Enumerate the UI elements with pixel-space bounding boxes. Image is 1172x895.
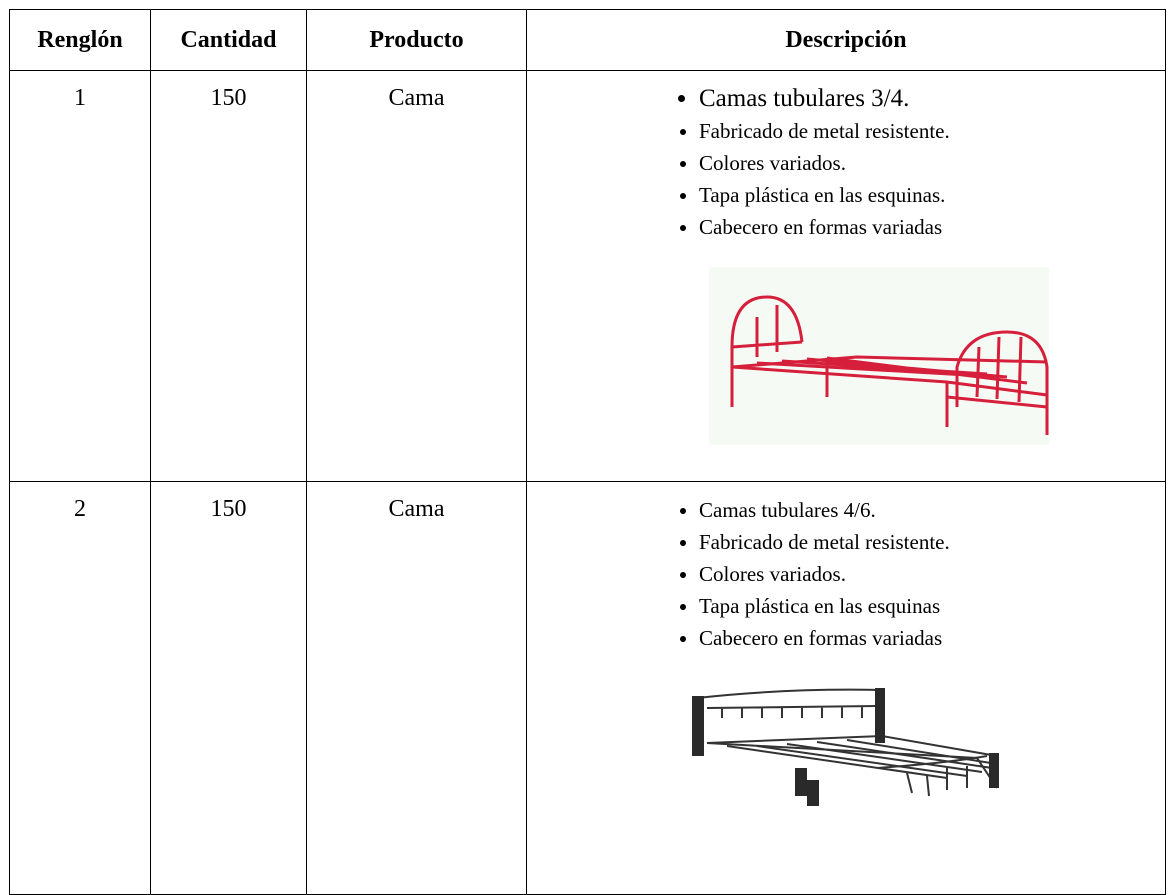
description-list: Camas tubulares 4/6. Fabricado de metal … bbox=[527, 494, 1165, 654]
description-item: Colores variados. bbox=[699, 558, 1165, 590]
description: Camas tubulares 3/4. Fabricado de metal … bbox=[526, 70, 1166, 482]
product: Cama bbox=[306, 481, 527, 895]
description-item: Cabecero en formas variadas bbox=[699, 211, 1165, 243]
header-row: Renglón Cantidad Producto Descripción bbox=[9, 9, 1166, 71]
table-row: 1 150 Cama Camas tubulares 3/4. Fabricad… bbox=[9, 70, 1166, 482]
header-cell: Renglón bbox=[9, 9, 151, 71]
quantity: 150 bbox=[150, 70, 307, 482]
bed-image bbox=[692, 688, 999, 806]
bed-image bbox=[709, 267, 1049, 445]
description: Camas tubulares 4/6. Fabricado de metal … bbox=[526, 481, 1166, 895]
description-item: Camas tubulares 3/4. bbox=[699, 83, 1165, 115]
product: Cama bbox=[306, 70, 527, 482]
description-item: Fabricado de metal resistente. bbox=[699, 526, 1165, 558]
description-list: Camas tubulares 3/4. Fabricado de metal … bbox=[527, 83, 1165, 243]
description-item: Tapa plástica en las esquinas bbox=[699, 590, 1165, 622]
header-cell: Descripción bbox=[526, 9, 1166, 71]
description-item: Cabecero en formas variadas bbox=[699, 622, 1165, 654]
product-table: Renglón Cantidad Producto Descripción 1 … bbox=[9, 9, 1166, 895]
description-item: Colores variados. bbox=[699, 147, 1165, 179]
row-number: 2 bbox=[9, 481, 151, 895]
description-item: Camas tubulares 4/6. bbox=[699, 494, 1165, 526]
description-item: Fabricado de metal resistente. bbox=[699, 115, 1165, 147]
header-cell: Producto bbox=[306, 9, 527, 71]
row-number: 1 bbox=[9, 70, 151, 482]
description-item: Tapa plástica en las esquinas. bbox=[699, 179, 1165, 211]
table-row: 2 150 Cama Camas tubulares 4/6. Fabricad… bbox=[9, 481, 1166, 895]
page: {"table": { "header": ["Renglón", "Canti… bbox=[0, 0, 1172, 865]
quantity: 150 bbox=[150, 481, 307, 895]
header-cell: Cantidad bbox=[150, 9, 307, 71]
